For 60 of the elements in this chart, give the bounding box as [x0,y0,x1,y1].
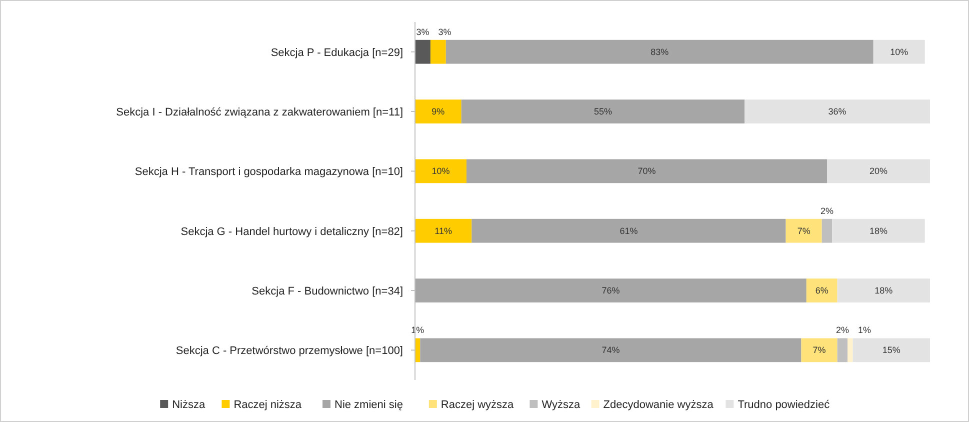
bar [446,40,874,64]
bar [420,338,802,362]
y-tick-label: Sekcja I - Działalność związana z zakwaterowaniem [n=11] [116,106,403,118]
data-label: 3% [438,26,452,37]
bar [415,40,430,64]
legend-label: Raczej wyższa [440,399,515,411]
data-label: 36% [828,106,846,116]
y-tick-label: Sekcja F - Budownictwo [n=34] [252,286,403,298]
bar [873,40,925,64]
data-label: 74% [602,345,620,356]
data-label: 55% [594,106,612,116]
data-label: 3% [416,26,430,37]
y-tick-label: Sekcja C - Przetwórstwo przemysłowe [n=100] [176,345,403,358]
bar [415,218,472,243]
data-label: 70% [638,166,656,176]
legend-label: Raczej niższa [234,399,302,411]
data-label: 11% [434,226,452,236]
legend-label: Nie zmieni się [334,399,403,411]
bar [466,159,827,184]
y-tick-label: Sekcja H - Transport i gospodarka magazynowa [n=10] [134,166,403,178]
bar [415,159,466,184]
legend-label: Trudno powiedzieć [738,399,830,411]
bar [822,218,832,243]
bar [848,338,853,362]
bar [852,338,930,362]
bar [801,338,838,362]
legend-label: Zdecydowanie wyższa [603,399,714,411]
legend-label: Wyższa [542,399,581,411]
bar [415,100,462,124]
data-label: 7% [812,345,826,356]
data-label: 2% [836,325,849,336]
data-label: 1% [858,325,871,336]
data-label: 15% [882,345,900,356]
data-label: 10% [890,46,908,57]
bar [837,338,848,362]
bar [806,278,838,302]
data-label: 61% [620,226,638,236]
bar [827,159,930,184]
y-tick-label: Sekcja G - Handel hurtowy i detaliczny [n=82] [180,226,403,238]
bar [472,218,786,243]
data-label: 6% [815,286,828,296]
bar [832,218,925,243]
data-label: 83% [650,46,669,57]
data-label: 1% [411,325,424,336]
legend-label: Niższa [172,399,206,411]
data-label: 18% [874,286,893,296]
bar [461,100,745,124]
bar [430,40,446,64]
data-label: 10% [432,166,450,176]
bar [837,278,930,302]
data-label: 9% [432,106,445,116]
data-label: 7% [797,226,810,236]
y-tick-label: Sekcja P - Edukacja [n=29] [270,46,403,59]
data-label: 2% [820,206,834,216]
data-label: 76% [602,286,620,296]
bar [415,278,806,302]
data-label: 18% [869,226,888,236]
bar [744,100,930,124]
data-label: 20% [869,166,888,176]
bar [786,218,822,243]
